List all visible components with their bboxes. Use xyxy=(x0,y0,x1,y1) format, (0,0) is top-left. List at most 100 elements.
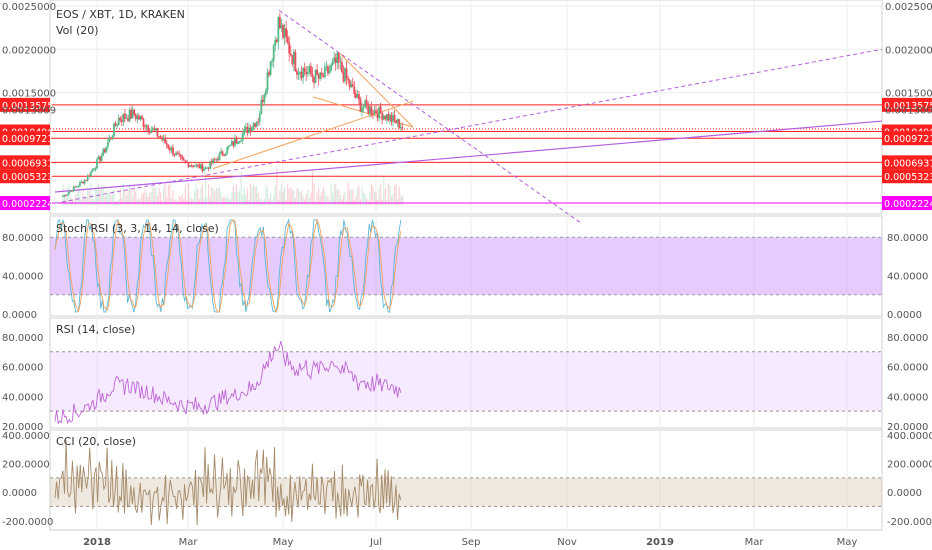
volume-bar xyxy=(180,196,182,205)
indicator-right-tick: 60.0000 xyxy=(887,363,928,374)
candle-body xyxy=(299,71,301,74)
candle-body xyxy=(384,115,387,120)
candle-body xyxy=(82,181,84,184)
rsi-indicator: 80.0000 80.0000 60.0000 60.0000 40.0000 40.00… xyxy=(2,333,928,433)
volume-bar xyxy=(156,195,159,205)
candle-body xyxy=(75,186,78,188)
candle-body xyxy=(345,68,348,79)
volume-bar xyxy=(276,168,278,205)
candle-body xyxy=(122,113,125,122)
candle-body xyxy=(142,119,145,127)
candle-body xyxy=(268,72,270,75)
volume-bar xyxy=(88,190,90,205)
volume-bar xyxy=(197,189,199,205)
candle-body xyxy=(141,116,143,120)
indicator-right-tick: -200.0000 xyxy=(887,517,932,528)
candle-body xyxy=(85,180,88,182)
candle-body xyxy=(306,71,309,74)
volume-bar xyxy=(102,185,104,205)
stoch-pane[interactable] xyxy=(49,215,883,317)
candle-body xyxy=(72,186,75,192)
volume-bar xyxy=(305,193,307,205)
candle-body xyxy=(381,112,384,120)
volume-bar xyxy=(288,188,290,205)
volume-bar xyxy=(212,188,214,205)
candle-body xyxy=(382,115,385,120)
candle-body xyxy=(351,84,354,87)
volume-bar xyxy=(401,196,403,205)
candle-body xyxy=(99,156,101,161)
horizontal-levels: 0.00135750.00135750.00104960.00104960.00… xyxy=(0,97,932,211)
candle-body xyxy=(257,121,260,123)
volume-bar xyxy=(208,183,210,205)
volume-bar xyxy=(135,191,137,205)
cci-line xyxy=(54,439,402,526)
volume-bar xyxy=(361,186,363,205)
volume-bar xyxy=(94,187,97,205)
volume-bar xyxy=(127,189,129,205)
candle-body xyxy=(217,159,219,161)
candle-body xyxy=(148,131,151,133)
volume-bar xyxy=(398,187,400,205)
volume-bar xyxy=(146,192,148,205)
indicator-right-tick: 0.0000 xyxy=(887,488,922,499)
volume-bar xyxy=(220,192,222,205)
price-level-tag-right xyxy=(882,169,932,184)
candle-body xyxy=(65,194,67,196)
volume-bar xyxy=(308,197,310,205)
candle-body xyxy=(258,113,261,122)
volume-bar xyxy=(383,176,385,205)
volume-bar xyxy=(223,196,225,205)
volume-bar xyxy=(125,195,128,205)
candle-body xyxy=(275,39,278,42)
indicator-left-tick: 80.0000 xyxy=(2,233,43,244)
candle-body xyxy=(139,116,142,120)
volume-bar xyxy=(166,196,168,205)
volume-bar xyxy=(237,192,239,205)
candle-body xyxy=(387,114,390,121)
candle-body xyxy=(190,165,193,167)
stoch-rsi-indicator: 80.0000 80.0000 40.0000 40.0000 0.0000 0.0000 xyxy=(2,218,928,321)
candle-body xyxy=(361,107,363,112)
volume-bar xyxy=(397,199,399,205)
rsi-pane[interactable] xyxy=(49,317,883,429)
candle-body xyxy=(362,107,365,108)
candle-body xyxy=(297,73,300,75)
volume-bar xyxy=(139,198,141,205)
volume-bar xyxy=(228,197,230,205)
candle-body xyxy=(261,99,264,102)
candle-body xyxy=(199,164,202,169)
candle-body xyxy=(105,146,108,153)
candle-body xyxy=(151,128,154,131)
volume-bar xyxy=(178,196,180,205)
volume-bar xyxy=(221,198,224,205)
volume-bar xyxy=(274,185,276,205)
candle-body xyxy=(192,165,194,167)
candle-body xyxy=(328,70,331,74)
candle-body xyxy=(193,166,196,167)
volume-bar xyxy=(291,190,293,205)
volume-bar xyxy=(97,183,100,205)
volume-bar xyxy=(198,198,200,205)
volume-bar xyxy=(332,192,334,205)
indicator-left-tick: 40.0000 xyxy=(2,392,43,403)
volume-bar xyxy=(392,193,394,205)
volume-bar xyxy=(194,190,196,205)
cci-pane[interactable] xyxy=(49,429,883,531)
candle-body xyxy=(385,114,388,120)
volume-bar xyxy=(175,199,177,205)
candle-body xyxy=(195,164,198,167)
price-level-value-right: 0.0013575 xyxy=(884,101,932,112)
volume-bar xyxy=(283,187,286,205)
volume-bars xyxy=(62,168,403,205)
volume-bar xyxy=(316,192,318,205)
candle-body xyxy=(365,100,368,106)
volume-bar xyxy=(293,190,295,205)
volume-bar xyxy=(311,169,314,205)
volume-bar xyxy=(277,199,279,205)
candle-body xyxy=(399,126,402,128)
candle-body xyxy=(334,57,337,63)
candle-body xyxy=(147,125,150,132)
price-left-tick: 0.0020000 xyxy=(2,45,56,56)
price-level-tag-right xyxy=(882,155,932,170)
